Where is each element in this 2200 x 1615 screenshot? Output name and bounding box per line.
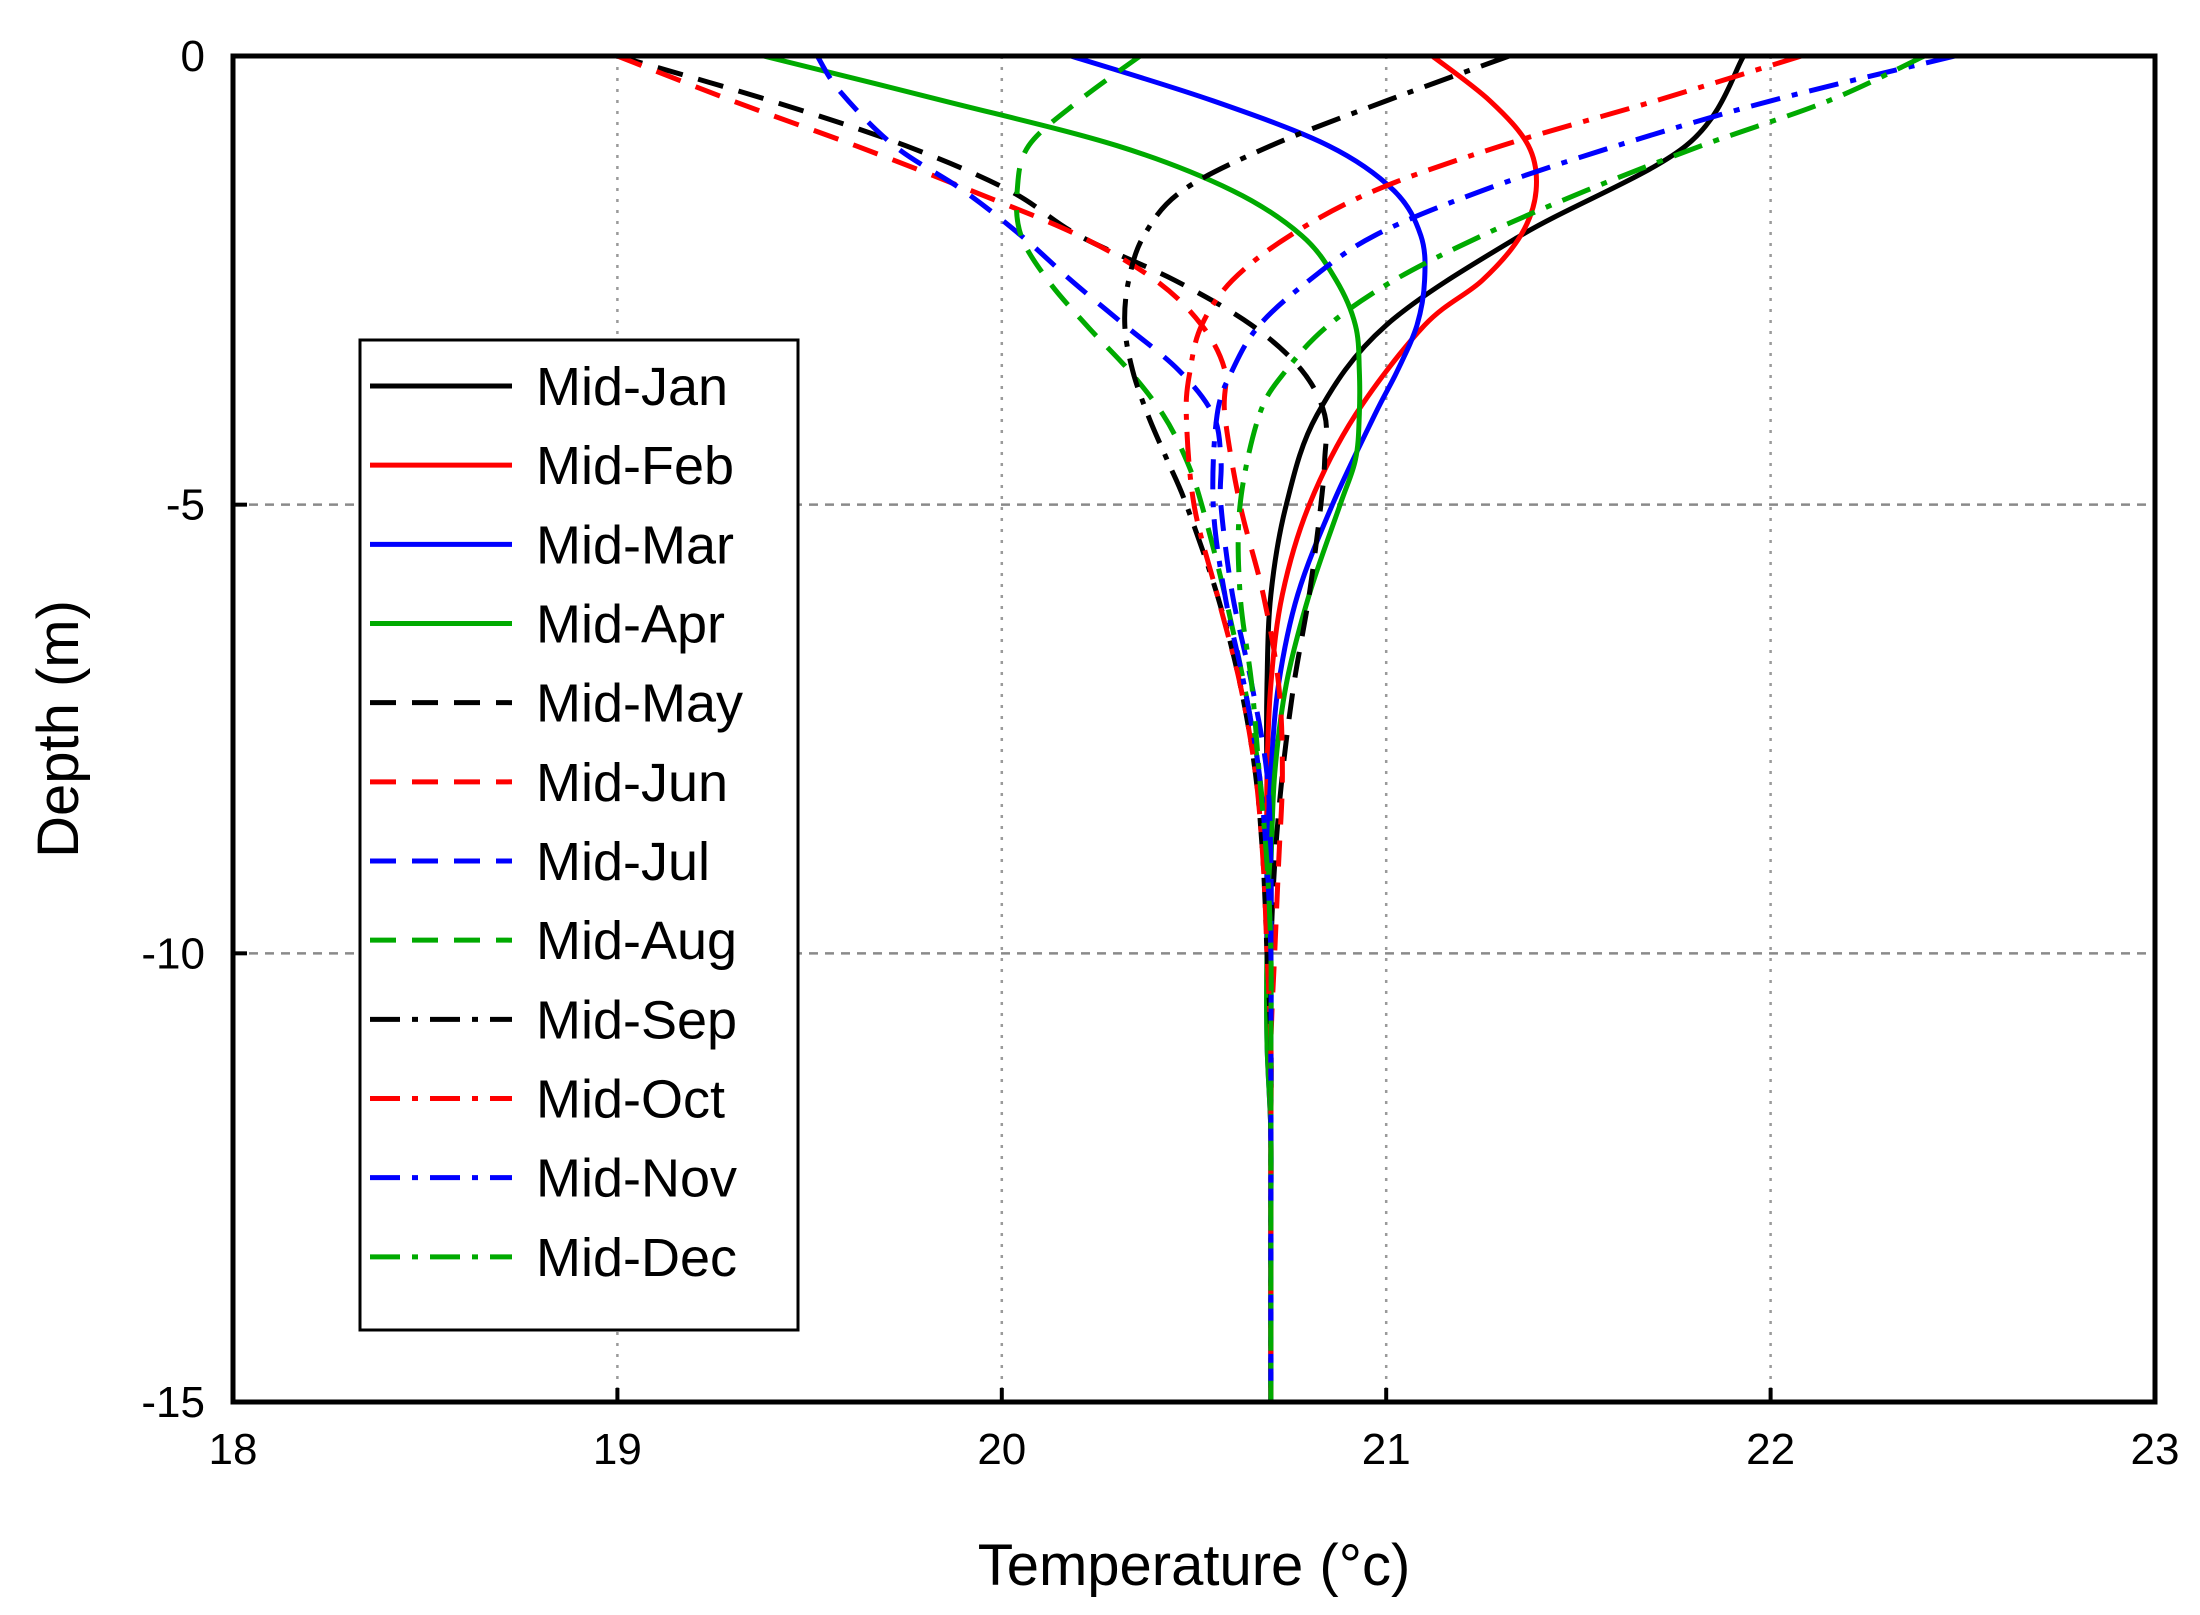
ticks-group: 18 19 20 21 22 23 0 -5 -10 -15 <box>141 32 2179 1474</box>
y-tick-label: -15 <box>141 1378 205 1427</box>
x-tick-label: 20 <box>977 1425 1026 1474</box>
legend-label: Mid-Jul <box>536 832 710 892</box>
x-tick-label: 21 <box>1362 1425 1411 1474</box>
legend-label: Mid-Mar <box>536 515 734 575</box>
x-tick-label: 23 <box>2131 1425 2180 1474</box>
series-line-mid-apr <box>762 53 1363 1402</box>
x-tick-label: 18 <box>209 1425 258 1474</box>
x-axis-title: Temperature (°c) <box>978 1533 1411 1598</box>
y-tick-label: -5 <box>166 481 205 530</box>
y-axis-title: Depth (m) <box>26 600 91 858</box>
series-line-mid-dec <box>1235 53 1926 1402</box>
x-tick-label: 22 <box>1746 1425 1795 1474</box>
series-line-mid-oct <box>1183 53 1803 1402</box>
series-line-mid-nov <box>1210 53 1956 1402</box>
legend-label: Mid-Nov <box>536 1149 737 1209</box>
legend-label: Mid-Aug <box>536 911 737 971</box>
plot-frame <box>230 53 2158 1405</box>
series-group <box>616 53 1956 1402</box>
legend-label: Mid-Dec <box>536 1228 737 1288</box>
y-tick-label: 0 <box>181 32 205 81</box>
legend-label: Mid-Oct <box>536 1070 725 1130</box>
legend-label: Mid-Apr <box>536 595 725 655</box>
legend: Mid-Jan Mid-Feb Mid-Mar Mid-Apr Mid-May Mid-J… <box>358 338 800 1332</box>
legend-label: Mid-Jun <box>536 753 728 813</box>
legend-label: Mid-Feb <box>536 436 734 496</box>
x-tick-label: 19 <box>593 1425 642 1474</box>
legend-label: Mid-Sep <box>536 990 737 1050</box>
legend-label: Mid-Jan <box>536 357 728 417</box>
legend-label: Mid-May <box>536 674 743 734</box>
legend-box <box>358 338 800 1332</box>
y-tick-label: -10 <box>141 929 205 978</box>
